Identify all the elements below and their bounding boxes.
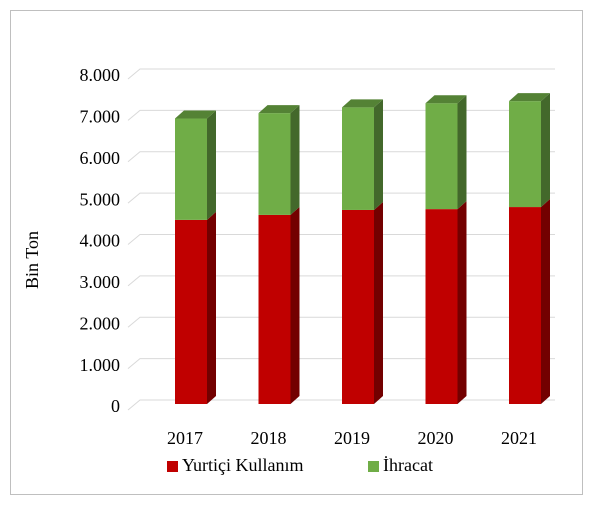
y-tick-label: 1.000 [80, 355, 121, 375]
legend-swatch [368, 461, 379, 472]
bar-side [207, 211, 216, 404]
grid-line [127, 358, 555, 370]
bar [509, 101, 541, 208]
y-tick-label: 0 [111, 396, 120, 416]
y-tick-label: 6.000 [80, 148, 121, 168]
grid-line [127, 399, 555, 411]
bar-top [509, 93, 550, 102]
grid-line [127, 151, 555, 163]
bar [342, 107, 374, 210]
bar-side [290, 105, 300, 215]
y-tick-label: 4.000 [80, 231, 121, 251]
x-tick-label: 2018 [251, 428, 287, 448]
grid-line [127, 192, 555, 204]
bar-top [175, 110, 216, 119]
y-tick-label: 8.000 [80, 65, 121, 85]
bar-side [290, 206, 300, 404]
x-tick-label: 2019 [334, 428, 370, 448]
bar [175, 219, 207, 404]
legend-swatch [167, 461, 178, 472]
grid-line [127, 275, 555, 287]
bar-side [374, 99, 383, 210]
grid-line [127, 316, 555, 328]
bar-side [541, 93, 550, 208]
legend-label: İhracat [383, 455, 433, 475]
x-tick-label: 2021 [501, 428, 537, 448]
bar-side [541, 199, 550, 404]
x-tick-label: 2020 [418, 428, 454, 448]
x-tick-label: 2017 [167, 428, 203, 448]
bar [258, 113, 291, 215]
grid-line [127, 68, 555, 80]
y-tick-label: 7.000 [80, 107, 121, 127]
y-axis-label: Bin Ton [22, 231, 42, 289]
y-tick-label: 5.000 [80, 189, 121, 209]
bar [509, 207, 541, 404]
bar-side [457, 95, 467, 210]
bar-side [207, 110, 216, 220]
bar-top [342, 99, 383, 108]
bar-side [374, 201, 383, 404]
bar-side [457, 201, 467, 404]
bar [175, 118, 207, 220]
bar [258, 214, 291, 404]
bar [425, 209, 458, 404]
grid-line [127, 234, 555, 245]
bar [425, 103, 458, 210]
legend-label: Yurtiçi Kullanım [182, 455, 303, 475]
bar [342, 209, 374, 404]
y-tick-label: 3.000 [80, 272, 121, 292]
y-tick-label: 2.000 [80, 313, 121, 333]
bar-top [258, 105, 300, 114]
grid-line [127, 109, 555, 121]
bar-top [425, 95, 467, 104]
